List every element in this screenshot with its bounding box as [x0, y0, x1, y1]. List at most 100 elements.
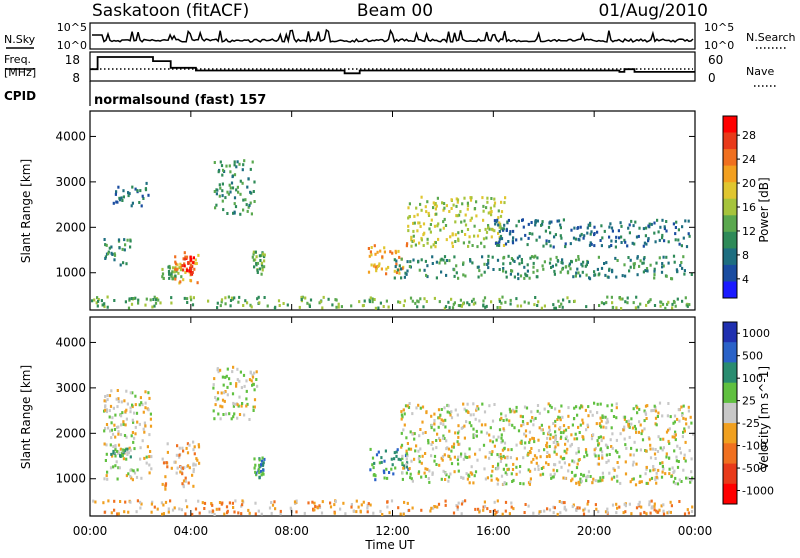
power-echo-cell — [422, 305, 425, 309]
power-echo-cell — [95, 301, 98, 305]
power-echo-cell — [437, 222, 440, 226]
power-echo-cell — [663, 239, 666, 243]
velocity-echo-cell — [553, 506, 556, 510]
power-echo-cell — [136, 189, 139, 193]
power-echo-cell — [369, 250, 372, 254]
power-echo-cell — [661, 218, 664, 222]
velocity-echo-cell — [446, 403, 449, 407]
velocity-echo-cell — [558, 409, 561, 413]
power-echo-cell — [432, 201, 435, 205]
power-y-tick-label: 1000 — [55, 266, 86, 280]
velocity-echo-cell — [524, 429, 528, 433]
velocity-echo-cell — [654, 468, 657, 472]
velocity-echo-cell — [672, 471, 675, 474]
velocity-echo-cell — [116, 477, 119, 481]
power-echo-cell — [555, 255, 558, 259]
velocity-echo-cell — [540, 467, 543, 470]
velocity-echo-cell — [307, 501, 310, 505]
velocity-echo-cell — [166, 465, 169, 469]
power-echo-cell — [642, 261, 645, 265]
velocity-echo-cell — [610, 426, 613, 430]
velocity-echo-cell — [474, 470, 478, 474]
power-echo-cell — [586, 231, 589, 235]
velocity-echo-cell — [228, 412, 231, 416]
power-echo-cell — [426, 264, 429, 268]
velocity-echo-cell — [586, 502, 589, 506]
power-echo-cell — [520, 258, 523, 261]
power-echo-cell — [594, 273, 597, 277]
velocity-echo-cell — [396, 448, 399, 452]
power-echo-cell — [624, 274, 627, 278]
velocity-echo-cell — [653, 508, 656, 512]
velocity-echo-cell — [640, 480, 643, 484]
velocity-echo-cell — [691, 505, 694, 509]
power-echo-cell — [370, 253, 373, 257]
power-echo-cell — [420, 208, 423, 212]
power-echo-cell — [656, 218, 659, 222]
velocity-echo-cell — [232, 415, 235, 419]
power-echo-cell — [161, 267, 164, 271]
power-echo-cell — [593, 225, 596, 229]
velocity-echo-cell — [675, 455, 678, 459]
velocity-echo-cell — [548, 425, 551, 429]
velocity-echo-cell — [127, 451, 131, 455]
power-echo-cell — [577, 271, 580, 275]
velocity-echo-cell — [681, 435, 684, 439]
velocity-y-tick-label: 2000 — [55, 426, 86, 440]
velocity-echo-cell — [218, 507, 221, 511]
velocity-echo-cell — [575, 437, 579, 441]
velocity-echo-cell — [512, 507, 515, 511]
velocity-echo-cell — [593, 452, 596, 456]
velocity-echo-cell — [118, 451, 121, 455]
power-echo-cell — [442, 220, 445, 224]
velocity-echo-cell — [131, 478, 134, 482]
power-echo-cell — [119, 263, 122, 267]
velocity-echo-cell — [195, 457, 198, 461]
velocity-echo-cell — [138, 422, 141, 426]
velocity-echo-cell — [472, 402, 475, 406]
power-echo-cell — [466, 228, 470, 231]
power-echo-cell — [653, 269, 656, 273]
velocity-echo-cell — [528, 450, 532, 453]
velocity-echo-cell — [427, 441, 430, 445]
velocity-echo-cell — [559, 418, 562, 422]
power-echo-cell — [229, 299, 233, 302]
velocity-echo-cell — [148, 396, 151, 400]
velocity-echo-cell — [120, 451, 124, 455]
velocity-echo-cell — [144, 424, 147, 428]
power-echo-cell — [300, 298, 303, 301]
velocity-echo-cell — [587, 509, 590, 513]
velocity-echo-cell — [597, 443, 600, 447]
power-echo-cell — [524, 272, 527, 276]
power-echo-cell — [633, 262, 636, 266]
power-echo-cell — [361, 304, 364, 308]
velocity-echo-cell — [116, 405, 119, 409]
velocity-echo-cell — [131, 403, 134, 407]
velocity-echo-cell — [123, 510, 126, 514]
velocity-echo-cell — [624, 510, 627, 514]
power-echo-cell — [550, 266, 553, 269]
velocity-echo-cell — [556, 512, 559, 516]
velocity-echo-cell — [480, 423, 484, 427]
power-echo-cell — [584, 264, 587, 268]
power-echo-cell — [590, 242, 593, 246]
velocity-echo-cell — [529, 419, 532, 423]
power-echo-cell — [334, 298, 337, 302]
velocity-y-axis-label: Slant Range [km] — [19, 365, 33, 469]
power-echo-cell — [337, 305, 340, 309]
power-echo-cell — [426, 200, 429, 204]
power-echo-cell — [623, 263, 626, 267]
velocity-echo-cell — [243, 384, 246, 388]
velocity-echo-cell — [274, 507, 277, 511]
velocity-echo-cell — [384, 449, 387, 453]
velocity-echo-cell — [232, 404, 235, 408]
velocity-echo-cell — [279, 509, 282, 513]
power-echo-cell — [605, 301, 608, 305]
power-echo-cell — [519, 274, 523, 278]
velocity-echo-cell — [468, 455, 471, 459]
power-echo-cell — [253, 200, 256, 203]
power-echo-cell — [194, 258, 197, 262]
power-echo-cell — [480, 241, 483, 245]
velocity-echo-cell — [151, 500, 154, 504]
power-echo-cell — [536, 304, 539, 307]
